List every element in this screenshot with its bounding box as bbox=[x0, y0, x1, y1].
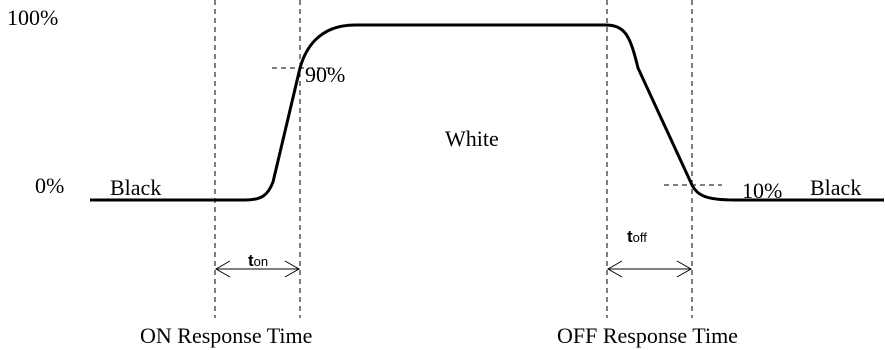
t-off-arrow bbox=[606, 260, 693, 278]
white-label: White bbox=[445, 126, 499, 151]
level-100-label: 100% bbox=[7, 5, 58, 30]
level-0-label: 0% bbox=[35, 173, 64, 198]
t-on-arrow bbox=[214, 260, 301, 278]
on-response-caption: ON Response Time bbox=[140, 323, 312, 348]
off-response-caption: OFF Response Time bbox=[557, 323, 738, 348]
t-on-label: ton bbox=[248, 251, 268, 270]
response-waveform bbox=[90, 23, 884, 202]
t-off-label: toff bbox=[627, 227, 647, 246]
ninety-percent-label: 90% bbox=[305, 62, 345, 87]
black-left-label: Black bbox=[110, 175, 161, 200]
black-right-label: Black bbox=[810, 175, 861, 200]
ten-percent-label: 10% bbox=[742, 178, 782, 203]
